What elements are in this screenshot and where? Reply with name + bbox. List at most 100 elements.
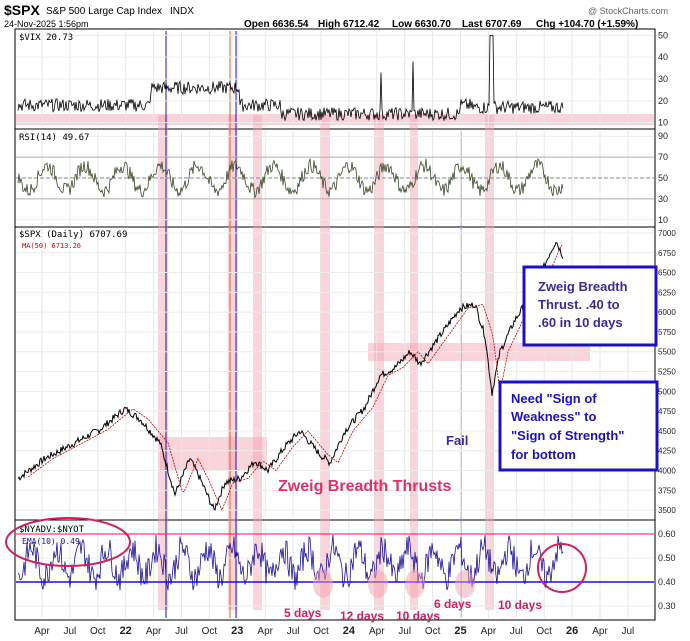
box2-line1: Need "Sign of	[511, 391, 597, 406]
shade-bar	[253, 115, 262, 610]
x-tick-label: Oct	[313, 626, 329, 637]
spx-box-2022	[160, 437, 267, 470]
y-tick-label: 0.50	[658, 553, 676, 563]
symbol: $SPX	[4, 2, 40, 18]
y-tick-label: 6750	[658, 249, 676, 258]
x-tick-label: Jul	[64, 626, 77, 637]
x-tick-label: Apr	[369, 626, 385, 637]
x-tick-label: Oct	[425, 626, 441, 637]
shade-bar	[158, 115, 168, 610]
x-tick-label: 24	[343, 625, 356, 637]
days-label-5: 10 days	[498, 598, 542, 612]
y-tick-label: 30	[658, 74, 668, 84]
y-axes: 10 20 30 40 50 10 30 50 70 90 3500 3750 4000 4250 4500…	[658, 30, 676, 611]
x-tick-label: 22	[120, 625, 132, 637]
thrust-oval	[368, 570, 388, 598]
days-label-2: 12 days	[340, 609, 384, 623]
nyad-label: $NYADV:$NYOT	[19, 525, 85, 535]
days-label-3: 10 days	[396, 609, 440, 623]
x-tick-label: Jul	[510, 626, 523, 637]
current-oval	[537, 543, 587, 593]
x-tick-label: 23	[231, 625, 243, 637]
y-tick-label: 5500	[658, 348, 676, 357]
y-tick-label: 0.30	[658, 601, 676, 611]
box2-line3: "Sign of Strength"	[511, 428, 624, 443]
x-tick-label: Apr	[146, 626, 162, 637]
y-tick-label: 0.60	[658, 529, 676, 539]
open: Open 6636.54	[244, 19, 309, 30]
chg: Chg +104.70 (+1.59%)	[536, 19, 638, 30]
ma50-line	[27, 244, 563, 512]
watermark: @ StockCharts.com	[588, 6, 668, 16]
y-tick-label: 10	[658, 118, 668, 128]
x-tick-label: Oct	[202, 626, 218, 637]
y-tick-label: 7000	[658, 229, 676, 238]
nyad-label-oval	[5, 517, 131, 567]
y-tick-label: 30	[658, 194, 668, 204]
fail-label: Fail	[446, 433, 468, 448]
y-tick-label: 10	[658, 215, 668, 225]
x-tick-label: Oct	[536, 626, 552, 637]
rsi-line	[17, 157, 564, 199]
high: High 6712.42	[318, 19, 380, 30]
annotation-box-weakness: Need "Sign of Weakness" to "Sign of Stre…	[498, 380, 659, 472]
y-tick-label: 5000	[658, 387, 676, 396]
x-tick-label: 25	[454, 625, 466, 637]
x-tick-label: Jul	[622, 626, 635, 637]
ema-label: EMA(10) 0.49	[22, 537, 80, 546]
spx-line	[17, 241, 564, 512]
x-tick-label: Jul	[287, 626, 300, 637]
box1-line2: Thrust. .40 to	[538, 297, 620, 312]
shade-bar	[374, 115, 384, 610]
y-tick-label: 6250	[658, 288, 676, 297]
y-tick-label: 4250	[658, 447, 676, 456]
y-tick-label: 90	[658, 131, 668, 141]
shade-bar	[228, 115, 238, 610]
y-tick-label: 3750	[658, 486, 676, 495]
y-tick-label: 6000	[658, 308, 676, 317]
header: $SPX S&P 500 Large Cap Index INDX 24-Nov…	[4, 2, 668, 30]
series	[16, 35, 654, 598]
annotation-box-zweig: Zweig Breadth Thrust. .40 to .60 in 10 d…	[522, 265, 658, 347]
y-tick-label: 4000	[658, 466, 676, 475]
box1-line1: Zweig Breadth	[538, 279, 628, 294]
x-tick-label: Jul	[398, 626, 411, 637]
low: Low 6630.70	[392, 19, 451, 30]
y-tick-label: 20	[658, 96, 668, 106]
y-tick-label: 4500	[658, 427, 676, 436]
ma-label: MA(50) 6713.26	[22, 242, 81, 250]
shade-bar	[410, 115, 418, 610]
y-tick-label: 5750	[658, 328, 676, 337]
box2-line2: Weakness" to	[511, 409, 596, 424]
vix-label: $VIX 20.73	[19, 33, 73, 43]
index-name: S&P 500 Large Cap Index	[46, 6, 162, 17]
x-axis-labels: Apr Jul Oct 22 Apr Jul Oct 23 Apr Jul Oct 24 Apr Jul O…	[34, 625, 634, 637]
last: Last 6707.69	[462, 19, 522, 30]
y-tick-label: 4750	[658, 407, 676, 416]
vix-line	[17, 35, 564, 122]
spx-label: $SPX (Daily) 6707.69	[19, 230, 127, 240]
y-tick-label: 0.40	[658, 577, 676, 587]
thrust-oval	[313, 570, 333, 598]
y-tick-label: 6500	[658, 269, 676, 278]
date: 24-Nov-2025 1:56pm	[4, 19, 89, 29]
days-label-1: 5 days	[284, 606, 322, 620]
x-tick-label: Oct	[90, 626, 106, 637]
x-tick-label: Apr	[257, 626, 273, 637]
zweig-title: Zweig Breadth Thrusts	[278, 478, 451, 495]
x-tick-label: Apr	[34, 626, 50, 637]
y-tick-label: 3500	[658, 506, 676, 515]
shade-bar	[320, 115, 330, 610]
y-tick-label: 70	[658, 152, 668, 162]
vix-band	[16, 114, 654, 125]
days-label-4: 6 days	[434, 597, 472, 611]
nyad-panel	[14, 519, 656, 621]
shaded-regions	[16, 31, 654, 618]
x-tick-label: Jul	[175, 626, 188, 637]
shade-bar	[485, 115, 494, 610]
x-tick-label: Apr	[592, 626, 608, 637]
box2-line4: for bottom	[511, 447, 576, 462]
box1-line3: .60 in 10 days	[538, 315, 623, 330]
thrust-oval	[455, 570, 475, 598]
